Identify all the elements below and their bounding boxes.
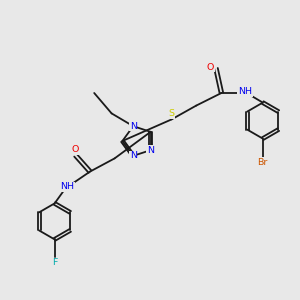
Text: Br: Br	[258, 158, 268, 167]
Text: O: O	[207, 63, 214, 72]
Text: NH: NH	[238, 87, 252, 96]
Text: O: O	[72, 146, 79, 154]
Text: N: N	[130, 151, 137, 160]
Text: NH: NH	[60, 182, 74, 191]
Text: F: F	[52, 258, 57, 267]
Text: N: N	[147, 146, 154, 155]
Text: N: N	[130, 122, 137, 131]
Text: S: S	[169, 109, 175, 118]
